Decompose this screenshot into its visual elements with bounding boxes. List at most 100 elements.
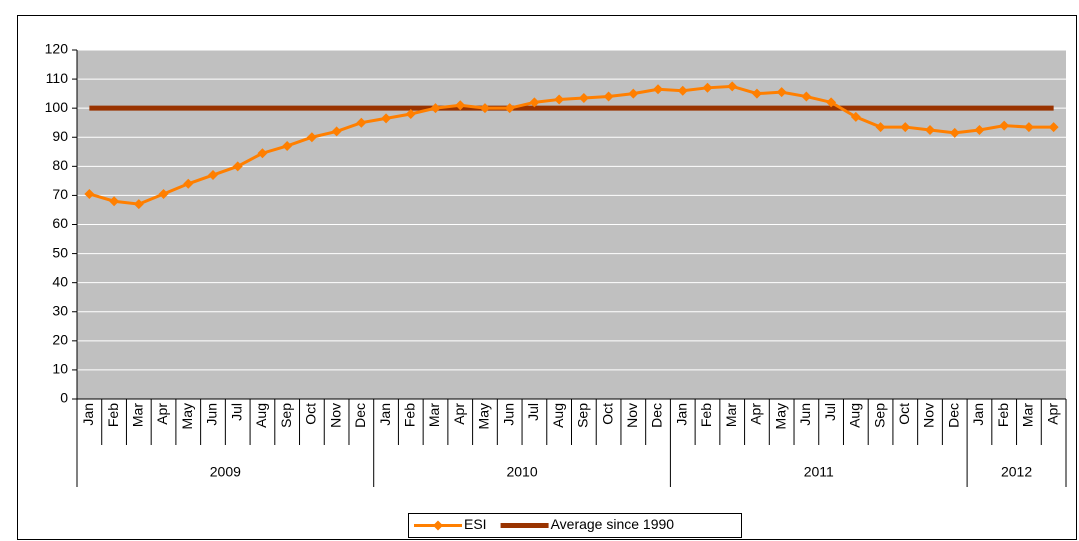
data-point bbox=[1048, 122, 1059, 133]
data-point bbox=[875, 122, 886, 133]
x-tick-label: Nov bbox=[624, 403, 640, 428]
data-point bbox=[529, 97, 540, 108]
x-tick-label: Sep bbox=[575, 403, 591, 428]
x-tick-label: Mar bbox=[1020, 403, 1036, 427]
data-point bbox=[900, 122, 911, 133]
x-tick-label: May bbox=[476, 403, 492, 429]
y-tick-label: 120 bbox=[45, 41, 69, 57]
data-point bbox=[381, 113, 392, 124]
data-point bbox=[306, 132, 317, 143]
data-point bbox=[727, 81, 738, 92]
y-tick-label: 10 bbox=[52, 361, 68, 377]
y-tick-label: 60 bbox=[52, 215, 68, 231]
data-point bbox=[628, 88, 639, 99]
x-tick-label: Dec bbox=[945, 403, 961, 428]
data-point bbox=[603, 91, 614, 102]
data-point bbox=[207, 170, 218, 181]
x-tick-label: Feb bbox=[995, 403, 1011, 427]
y-tick-label: 20 bbox=[52, 332, 68, 348]
data-point bbox=[653, 84, 664, 95]
data-point bbox=[356, 117, 367, 128]
x-tick-label: Jun bbox=[797, 403, 813, 426]
data-point bbox=[455, 100, 466, 111]
x-tick-label: Mar bbox=[723, 403, 739, 427]
data-point bbox=[430, 103, 441, 114]
year-label: 2010 bbox=[506, 464, 537, 480]
x-tick-label: Aug bbox=[253, 403, 269, 428]
x-tick-label: Oct bbox=[599, 403, 615, 425]
y-tick-label: 70 bbox=[52, 186, 68, 202]
data-point bbox=[801, 91, 812, 102]
x-tick-label: Oct bbox=[303, 403, 319, 425]
data-point bbox=[677, 85, 688, 96]
x-tick-label: Jun bbox=[500, 403, 516, 426]
y-tick-label: 50 bbox=[52, 244, 68, 260]
data-point bbox=[974, 124, 985, 135]
x-tick-label: Oct bbox=[896, 403, 912, 425]
x-tick-label: Jul bbox=[525, 403, 541, 421]
series-line bbox=[88, 84, 1054, 206]
data-point bbox=[109, 196, 120, 207]
data-point bbox=[183, 178, 194, 189]
legend-marker bbox=[433, 520, 443, 531]
data-point bbox=[158, 188, 169, 199]
legend-label: Average since 1990 bbox=[551, 516, 675, 532]
data-point bbox=[826, 97, 837, 108]
y-tick-label: 30 bbox=[52, 302, 68, 318]
data-point bbox=[232, 161, 243, 172]
x-tick-label: Sep bbox=[871, 403, 887, 428]
x-tick-label: Sep bbox=[278, 403, 294, 428]
x-tick-label: Jan bbox=[80, 403, 96, 426]
year-label: 2011 bbox=[804, 464, 834, 480]
x-tick-label: Jul bbox=[822, 403, 838, 421]
data-point bbox=[554, 94, 565, 105]
x-tick-label: Feb bbox=[105, 403, 121, 427]
y-tick-label: 110 bbox=[46, 70, 69, 86]
x-tick-label: Jan bbox=[970, 403, 986, 426]
x-tick-label: Aug bbox=[847, 403, 863, 428]
x-tick-label: Nov bbox=[921, 403, 937, 428]
x-tick-label: Jan bbox=[377, 403, 393, 426]
x-tick-label: Dec bbox=[649, 403, 665, 428]
x-tick-label: Mar bbox=[130, 403, 146, 427]
y-tick-label: 90 bbox=[52, 128, 68, 144]
year-label: 2009 bbox=[210, 464, 241, 480]
legend-box bbox=[408, 513, 742, 538]
data-point bbox=[999, 120, 1010, 131]
year-label: 2012 bbox=[1001, 464, 1032, 480]
y-tick-label: 80 bbox=[52, 157, 68, 173]
x-tick-label: Aug bbox=[550, 403, 566, 428]
x-tick-label: Apr bbox=[748, 403, 764, 425]
x-tick-label: Apr bbox=[1044, 403, 1060, 425]
x-tick-label: Jul bbox=[228, 403, 244, 421]
data-point bbox=[850, 111, 861, 122]
data-point bbox=[702, 82, 713, 93]
data-point bbox=[504, 103, 515, 114]
x-tick-label: Nov bbox=[327, 403, 343, 428]
data-point bbox=[949, 127, 960, 138]
data-point bbox=[925, 124, 936, 135]
data-point bbox=[776, 87, 787, 98]
x-tick-label: Apr bbox=[154, 403, 170, 425]
data-point bbox=[331, 126, 342, 137]
data-point bbox=[257, 148, 268, 159]
data-point bbox=[405, 108, 416, 119]
x-tick-label: Feb bbox=[698, 403, 714, 427]
y-tick-label: 40 bbox=[52, 273, 68, 289]
x-tick-label: Feb bbox=[401, 403, 417, 427]
x-tick-label: Apr bbox=[451, 403, 467, 425]
x-tick-label: May bbox=[179, 403, 195, 429]
data-point bbox=[578, 92, 589, 103]
data-point bbox=[282, 140, 293, 151]
data-point bbox=[479, 103, 490, 114]
data-point bbox=[1023, 122, 1034, 133]
x-tick-label: May bbox=[772, 403, 788, 429]
y-tick-label: 0 bbox=[60, 390, 68, 406]
legend-label: ESI bbox=[464, 516, 487, 532]
data-point bbox=[751, 88, 762, 99]
data-point bbox=[133, 199, 144, 210]
x-tick-label: Jan bbox=[673, 403, 689, 426]
y-tick-label: 100 bbox=[45, 99, 69, 115]
